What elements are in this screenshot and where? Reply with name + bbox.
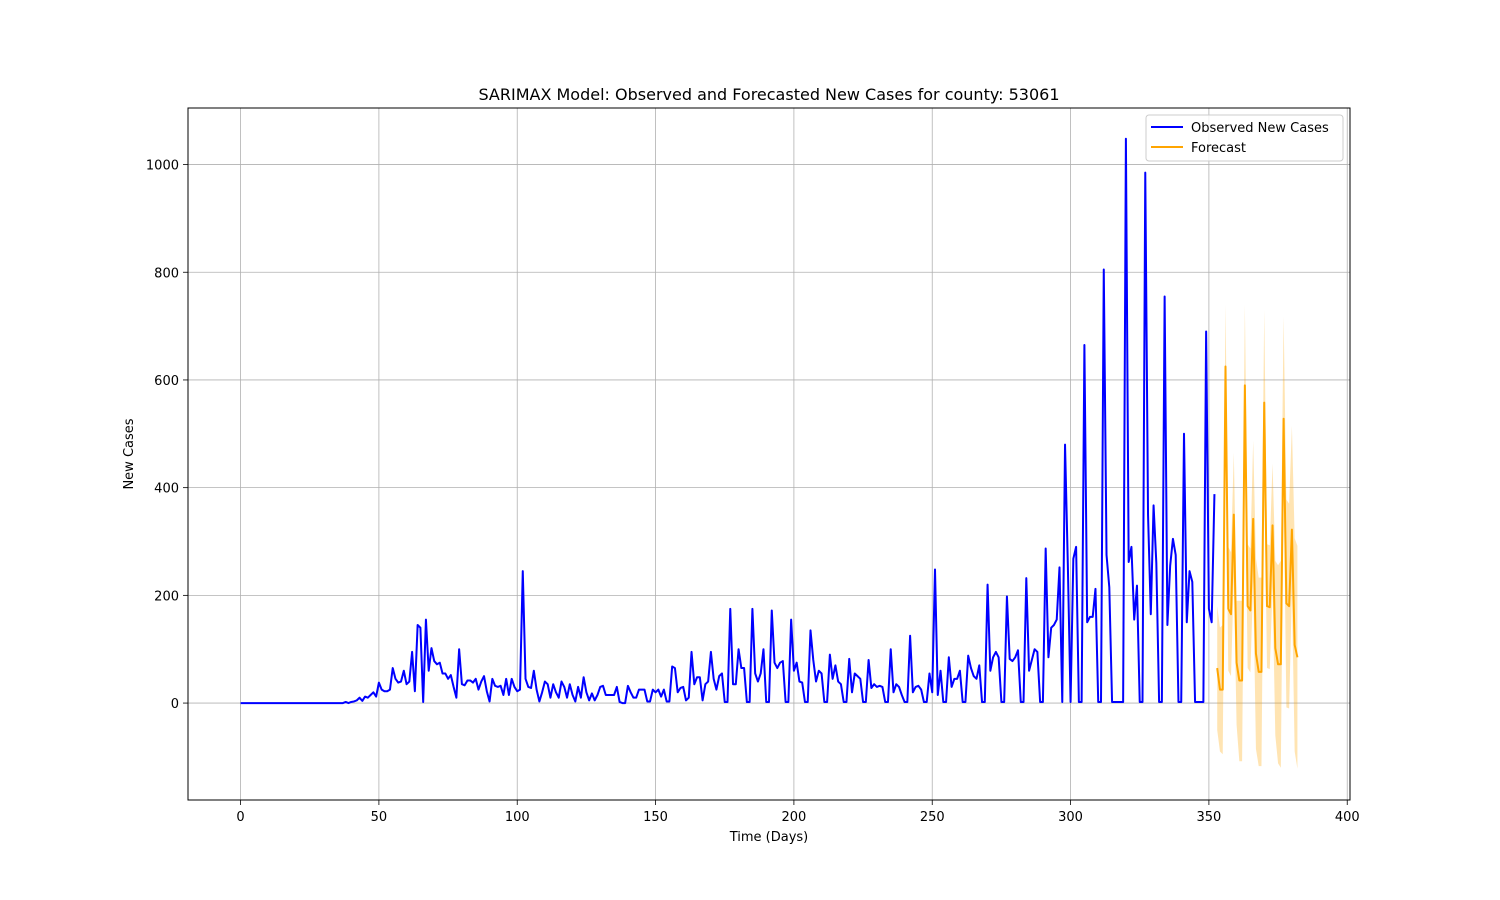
x-tick-label: 100 — [505, 810, 530, 825]
x-tick-label: 250 — [920, 810, 945, 825]
forecast-line — [1216, 365, 1299, 691]
plot-frame — [187, 107, 1351, 801]
x-tick-label: 300 — [1058, 810, 1083, 825]
x-axis-title: Time (Days) — [729, 830, 809, 845]
y-tick-label: 800 — [154, 266, 179, 281]
y-tick-label: 0 — [171, 697, 179, 712]
y-axis-title: New Cases — [122, 418, 137, 489]
legend-label-observed: Observed New Cases — [1191, 121, 1329, 136]
y-axis: 0 200 400 600 800 1000 — [146, 159, 188, 712]
y-tick-label: 400 — [154, 482, 179, 497]
x-tick-label: 350 — [1196, 810, 1221, 825]
x-tick-label: 400 — [1335, 810, 1360, 825]
x-tick-label: 50 — [371, 810, 388, 825]
x-tick-label: 0 — [236, 810, 244, 825]
observed-line — [240, 137, 1216, 705]
chart-title: SARIMAX Model: Observed and Forecasted N… — [478, 85, 1059, 104]
legend: Observed New Cases Forecast — [1145, 114, 1344, 162]
y-tick-label: 200 — [154, 589, 179, 604]
y-tick-label: 1000 — [146, 159, 179, 174]
plot-content — [240, 137, 1299, 769]
y-tick-label: 600 — [154, 374, 179, 389]
x-tick-label: 200 — [781, 810, 806, 825]
legend-label-forecast: Forecast — [1191, 141, 1246, 156]
x-tick-label: 150 — [643, 810, 668, 825]
x-axis: 0 50 100 150 200 250 300 350 400 — [236, 800, 1360, 825]
legend-box — [1145, 114, 1344, 162]
